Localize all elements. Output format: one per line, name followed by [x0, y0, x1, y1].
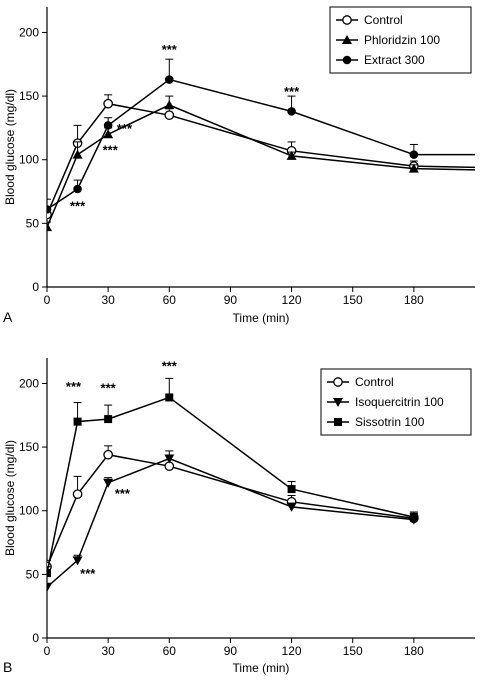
series-extract-300	[47, 58, 475, 214]
data-point	[408, 163, 419, 173]
data-point	[287, 485, 296, 494]
series-sissotrin-100	[47, 377, 418, 578]
significance-marker: ***	[66, 379, 82, 394]
panel-label: A	[3, 309, 13, 325]
legend-label: Control	[355, 375, 394, 389]
data-point	[165, 393, 174, 402]
series-control	[47, 445, 419, 572]
x-tick-label: 150	[343, 644, 363, 658]
series-line	[47, 457, 414, 588]
legend: Control Phloridzin 100 Extract 300	[329, 6, 472, 74]
legend-marker	[342, 15, 352, 25]
significance-marker: ***	[117, 121, 133, 136]
legend-marker	[342, 55, 352, 65]
y-tick-label: 200	[19, 25, 39, 39]
data-point	[409, 513, 418, 522]
data-point	[47, 205, 52, 214]
y-axis-label: Blood glucose (mg/dl)	[3, 440, 17, 556]
series-line	[47, 453, 414, 568]
significance-marker: ***	[103, 143, 119, 158]
data-point	[164, 454, 175, 464]
x-tick-label: 60	[163, 293, 177, 307]
significance-marker: ***	[115, 486, 131, 501]
data-point	[103, 121, 113, 130]
significance-marker: ***	[162, 42, 178, 57]
significance-marker: ***	[162, 359, 178, 374]
data-point	[103, 478, 114, 488]
series-line	[47, 396, 415, 574]
significance-marker: ***	[101, 380, 117, 395]
y-tick-label: 0	[32, 280, 39, 294]
y-tick-label: 150	[19, 89, 39, 103]
data-point	[47, 222, 52, 232]
x-tick-label: 90	[224, 293, 238, 307]
panel-label: B	[3, 659, 12, 675]
x-tick-label: 180	[404, 293, 424, 307]
legend-label: Extract 300	[364, 53, 425, 67]
data-point	[409, 150, 419, 159]
data-point	[47, 583, 52, 593]
y-tick-label: 0	[32, 631, 39, 645]
significance-marker: ***	[70, 199, 86, 214]
y-tick-label: 200	[19, 376, 39, 390]
x-tick-label: 120	[282, 293, 302, 307]
data-point	[72, 556, 83, 566]
data-point	[286, 150, 297, 160]
significance-marker: ***	[80, 566, 96, 581]
x-tick-label: 120	[282, 644, 302, 658]
x-axis-label: Time (min)	[233, 311, 290, 325]
x-tick-label: 30	[101, 644, 115, 658]
legend-marker	[333, 377, 343, 387]
data-point	[73, 184, 82, 194]
series-phloridzin-100	[47, 95, 475, 232]
x-tick-label: 0	[44, 293, 51, 307]
data-point	[72, 489, 83, 500]
data-point	[73, 417, 82, 426]
legend-label: Control	[364, 13, 403, 27]
data-point	[286, 502, 297, 512]
series-isoquercitrin-100	[47, 450, 419, 593]
data-point	[103, 449, 113, 460]
data-point	[104, 415, 113, 424]
data-point	[47, 569, 51, 578]
x-axis-label: Time (min)	[233, 661, 290, 675]
y-tick-label: 150	[19, 440, 39, 454]
y-axis-label: Blood glucose (mg/dl)	[3, 89, 17, 205]
y-tick-label: 100	[19, 153, 39, 167]
x-tick-label: 30	[101, 293, 115, 307]
data-point	[164, 100, 175, 109]
x-tick-label: 0	[44, 644, 51, 658]
significance-marker: ***	[284, 84, 300, 99]
legend-marker	[342, 35, 352, 44]
data-point	[72, 149, 83, 159]
legend-marker	[333, 398, 343, 407]
data-point	[164, 110, 175, 121]
y-tick-label: 100	[19, 504, 39, 518]
series-line	[47, 102, 475, 215]
data-point	[103, 129, 114, 139]
panel-b: 0 30 60 90 120 150 180 0 50 100 150 200 Time (min) Bl…	[3, 358, 475, 675]
legend-marker	[334, 418, 342, 426]
x-tick-label: 60	[163, 644, 177, 658]
x-tick-label: 150	[343, 293, 363, 307]
legend-label: Sissotrin 100	[355, 415, 425, 429]
y-tick-label: 50	[26, 216, 40, 230]
legend-label: Phloridzin 100	[364, 33, 440, 47]
data-point	[103, 98, 113, 109]
legend: Control Isoquercitrin 100 Sissotrin 100	[320, 368, 472, 436]
x-tick-label: 90	[224, 644, 238, 658]
x-tick-label: 180	[404, 644, 424, 658]
data-point	[164, 75, 174, 84]
legend-label: Isoquercitrin 100	[355, 395, 444, 409]
data-point	[287, 107, 296, 116]
y-tick-label: 50	[26, 567, 40, 581]
panel-a: 0 30 60 90 120 150 180 0 50 100 150 200 Time (min) Bl…	[3, 6, 475, 325]
